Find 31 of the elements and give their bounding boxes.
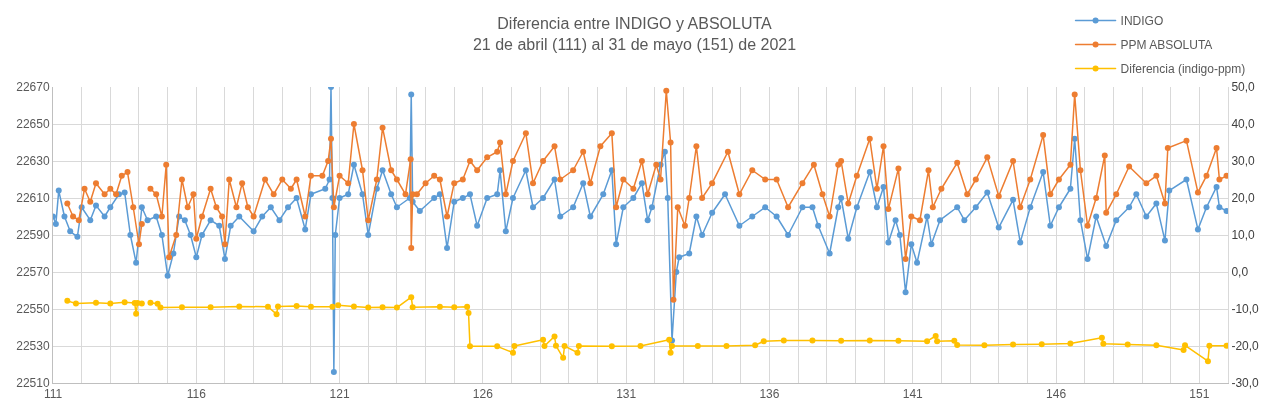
y-tick-label: 22650 (16, 117, 50, 132)
y2-tick-label: 10,0 (1231, 228, 1256, 243)
y-tick-label: 22590 (16, 228, 50, 243)
y-tick-label: 22670 (16, 80, 50, 95)
x-tick-label: 136 (759, 387, 780, 402)
y2-tick-label: -30,0 (1231, 376, 1260, 391)
x-tick-label: 151 (1189, 387, 1210, 402)
y-tick-label: 22570 (16, 265, 50, 280)
y2-tick-label: 30,0 (1231, 154, 1256, 169)
y2-tick-label: 20,0 (1231, 191, 1256, 206)
chart-title: Diferencia entre INDIGO y ABSOLUTA (497, 15, 773, 33)
y2-tick-label: -10,0 (1231, 302, 1260, 317)
y-tick-label: 22530 (16, 339, 50, 354)
x-tick-label: 111 (43, 387, 63, 402)
x-tick-label: 146 (1046, 387, 1067, 402)
y-tick-label: 22610 (16, 191, 50, 206)
y2-tick-label: 40,0 (1231, 117, 1256, 132)
y-tick-label: 22630 (16, 154, 50, 169)
y2-tick-label: -20,0 (1231, 339, 1260, 354)
chart-subtitle: 21 de abril (111) al 31 de mayo (151) de 2021 (472, 36, 797, 54)
legend-label: Diferencia (indigo-ppm) (1120, 62, 1246, 77)
y2-tick-label: 0,0 (1231, 265, 1249, 280)
legend-label: PPM ABSOLUTA (1120, 38, 1213, 53)
y2-tick-label: 50,0 (1231, 80, 1256, 95)
x-tick-label: 141 (902, 387, 924, 402)
x-tick-label: 126 (472, 387, 494, 402)
x-tick-label: 131 (616, 387, 637, 402)
y-tick-label: 22550 (16, 302, 50, 317)
x-tick-label: 121 (329, 387, 350, 402)
legend-label: INDIGO (1120, 14, 1164, 29)
x-tick-label: 116 (186, 387, 207, 402)
